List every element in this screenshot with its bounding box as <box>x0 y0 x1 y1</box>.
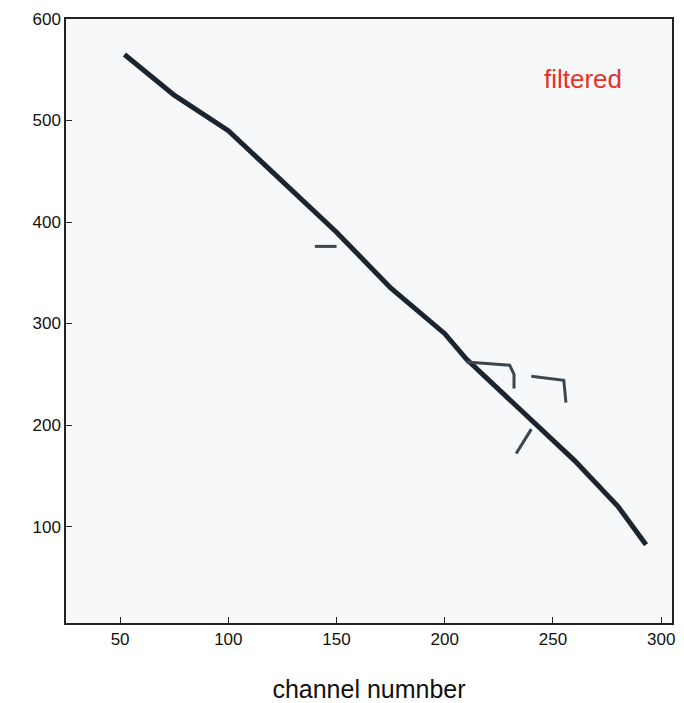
svg-text:150: 150 <box>322 630 350 649</box>
svg-text:250: 250 <box>539 630 567 649</box>
svg-text:400: 400 <box>32 213 60 232</box>
svg-text:100: 100 <box>214 630 242 649</box>
svg-text:300: 300 <box>647 630 675 649</box>
svg-text:channel numnber: channel numnber <box>272 675 465 703</box>
svg-text:600: 600 <box>32 10 60 29</box>
svg-text:100: 100 <box>32 518 60 537</box>
svg-text:200: 200 <box>431 630 459 649</box>
svg-text:filtered: filtered <box>544 64 622 94</box>
svg-text:500: 500 <box>32 111 60 130</box>
svg-text:50: 50 <box>111 630 130 649</box>
svg-text:200: 200 <box>32 416 60 435</box>
svg-text:300: 300 <box>32 314 60 333</box>
